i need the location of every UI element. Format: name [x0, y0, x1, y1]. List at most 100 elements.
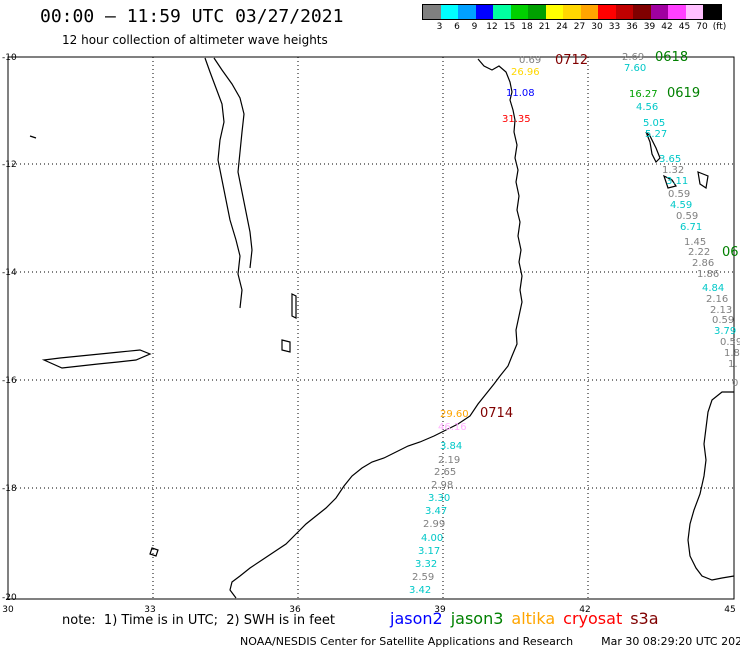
legend-swatch — [423, 5, 441, 19]
lake-nyasa-west — [204, 57, 243, 309]
pass-time-label: 0714 — [480, 406, 513, 421]
legend-label: 39 — [643, 22, 656, 32]
legend-swatch — [615, 5, 633, 19]
wave-height-value: 2.59 — [412, 572, 434, 583]
pass-time-label: 0619 — [667, 86, 700, 101]
map-footer: NOAA/NESDIS Center for Satellite Applica… — [240, 635, 740, 648]
lon-tick-label: 33 — [144, 605, 155, 615]
wave-height-value: 26.96 — [511, 67, 540, 78]
wave-height-value: 0.59 — [676, 211, 698, 222]
wave-height-value: 1.86 — [697, 269, 719, 280]
pass-labels: 0712 0618 0619 06 0714 — [480, 50, 739, 421]
pass-time-label: 06 — [722, 245, 739, 260]
legend-label: 70 — [696, 22, 708, 32]
wave-height-value: 2.86 — [692, 258, 714, 269]
island-comoros-3 — [697, 171, 709, 190]
island-small-1 — [281, 339, 291, 353]
island-comoros-1 — [645, 131, 661, 164]
wave-height-value: 16.27 — [629, 89, 658, 100]
lat-tick-label: -10 — [2, 53, 17, 63]
legend-labels: 3 6 9 12 15 18 21 24 27 30 33 36 39 42 45 70 (ft) — [422, 20, 727, 34]
wave-height-value: 3.11 — [666, 176, 688, 187]
legend-label: 3 — [436, 22, 443, 32]
legend-label: 36 — [626, 22, 638, 32]
wave-height-value: 6.71 — [680, 222, 702, 233]
legend-swatch — [440, 5, 458, 19]
legend-label: 33 — [608, 22, 621, 32]
legend-label: 45 — [678, 22, 691, 32]
wave-height-value: 0.59 — [712, 315, 734, 326]
lon-tick-label: 30 — [2, 605, 14, 615]
island-small-2 — [291, 293, 297, 319]
lat-tick-label: -18 — [2, 484, 17, 494]
legend-swatch — [528, 5, 546, 19]
island-west-lake — [41, 349, 152, 369]
wave-height-value: 29.60 — [440, 409, 469, 420]
pass-time-label: 0618 — [655, 50, 688, 65]
legend-label: 27 — [573, 22, 586, 32]
lon-tick-label: 45 — [724, 605, 735, 615]
wave-height-value: 0.59 — [720, 337, 740, 348]
satellite-s3a-label: s3a — [630, 609, 659, 628]
wave-height-value: 2.65 — [434, 467, 456, 478]
footer-center: NOAA/NESDIS Center for Satellite Applica… — [240, 635, 574, 648]
legend-label: (ft) — [712, 22, 727, 32]
legend-label: 6 — [454, 22, 460, 32]
wave-height-value: 1.45 — [684, 237, 706, 248]
wave-height-value: 4.59 — [670, 200, 692, 211]
legend-swatch — [703, 5, 721, 19]
wave-height-value: 5.27 — [645, 129, 667, 140]
satellite-legend: jason2 jason3 altika cryosat s3a — [390, 609, 667, 628]
wave-height-value: 31.35 — [502, 114, 531, 125]
lon-tick-label: 36 — [289, 605, 301, 615]
madagascar-coastline — [687, 391, 735, 581]
wave-height-value: 3.79 — [714, 326, 736, 337]
lake-nyasa-east — [213, 57, 253, 269]
wave-height-value: 3.65 — [659, 154, 681, 165]
legend-label: 30 — [591, 22, 603, 32]
legend-swatch — [458, 5, 476, 19]
wave-height-value: 3.42 — [409, 585, 431, 596]
wave-height-value: 3.32 — [415, 559, 437, 570]
satellite-jason3-label: jason3 — [450, 609, 504, 628]
map-note: note: 1) Time is in UTC; 2) SWH is in fe… — [62, 613, 335, 628]
pass-time-label: 0712 — [555, 53, 588, 68]
island-small-3 — [149, 547, 159, 557]
wave-height-value: 5.05 — [643, 118, 665, 129]
wave-height-legend: 3 6 9 12 15 18 21 24 27 30 33 36 39 42 45 70 (ft) — [422, 4, 727, 34]
legend-swatch — [685, 5, 703, 19]
wave-height-value: 11.08 — [506, 88, 535, 99]
legend-label: 18 — [521, 22, 533, 32]
map-title: 00:00 – 11:59 UTC 03/27/2021 — [40, 6, 344, 27]
lat-tick-label: -16 — [2, 376, 17, 386]
satellite-jason2-label: jason2 — [390, 609, 443, 628]
coastlines — [29, 57, 735, 599]
island-comoros-2 — [662, 174, 677, 189]
legend-swatch — [545, 5, 563, 19]
wave-height-value: 7.60 — [624, 63, 646, 74]
wave-height-value: 1.8 — [724, 348, 740, 359]
wave-height-value: 3.30 — [428, 493, 450, 504]
wave-height-value: 0.59 — [668, 189, 690, 200]
wave-height-value: 3.17 — [418, 546, 440, 557]
legend-swatch — [650, 5, 668, 19]
satellite-cryosat-label: cryosat — [563, 609, 623, 628]
wave-height-value: 46.16 — [438, 422, 467, 433]
wave-height-value: 3.47 — [425, 506, 447, 517]
legend-swatch — [475, 5, 493, 19]
wave-height-value: 4.00 — [421, 533, 443, 544]
wave-height-value: 2.99 — [423, 519, 445, 530]
map-subtitle: 12 hour collection of altimeter wave hei… — [62, 33, 328, 47]
wave-height-value: 2.22 — [688, 247, 710, 258]
wave-height-value: 2.13 — [710, 305, 732, 316]
legend-label: 21 — [538, 22, 551, 32]
lat-tick-label: -14 — [2, 268, 17, 278]
lat-tick-label: -20 — [2, 593, 17, 603]
mainland-coastline — [229, 58, 523, 599]
wave-height-value: 2.19 — [438, 455, 460, 466]
legend-color-bar — [422, 4, 722, 20]
wave-height-value: 4.84 — [702, 283, 724, 294]
legend-swatch — [510, 5, 528, 19]
